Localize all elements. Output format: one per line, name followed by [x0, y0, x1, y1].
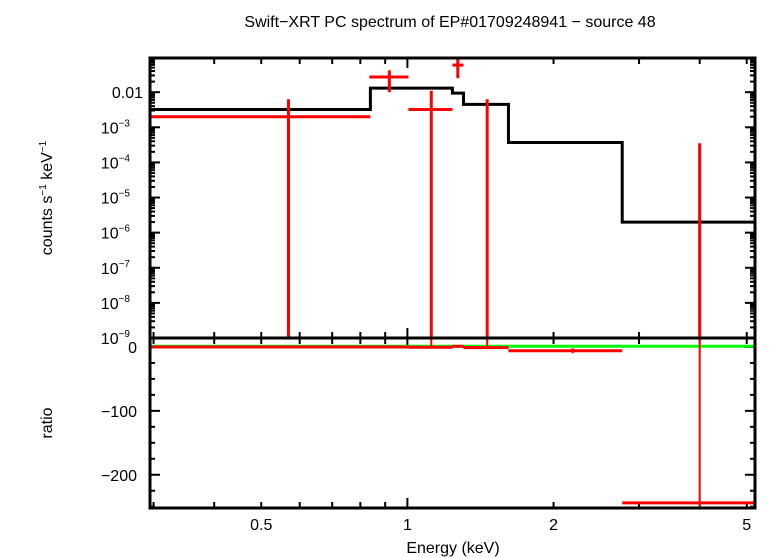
chart-title: Swift−XRT PC spectrum of EP#01709248941 … [244, 14, 655, 31]
y-tick-label: 10−4 [101, 153, 131, 172]
y-tick-label: 10−7 [101, 259, 131, 278]
top-panel-frame [148, 56, 757, 340]
y-tick-label: 0 [128, 340, 137, 357]
y-tick-label: 10−8 [101, 294, 131, 313]
bottom-panel-frame [148, 336, 757, 510]
y-tick-label: 10−5 [101, 189, 131, 208]
y-tick-label: 10−9 [101, 329, 131, 348]
model-line [150, 86, 755, 224]
y-tick-label: −200 [101, 468, 137, 485]
y-tick-label: 10−6 [101, 224, 131, 243]
y-tick-label: −100 [101, 404, 137, 421]
bottom-y-axis-label: ratio [39, 407, 56, 438]
y-tick-label: 10−3 [101, 118, 131, 137]
y-tick-label: 0.01 [112, 85, 143, 102]
x-tick-label: 2 [549, 517, 558, 534]
x-tick-label: 1 [403, 517, 412, 534]
x-tick-label: 0.5 [250, 517, 272, 534]
top-y-axis-label: counts s−1 keV−1 [38, 140, 56, 255]
x-tick-label: 5 [742, 517, 751, 534]
x-axis-label: Energy (keV) [406, 540, 499, 557]
